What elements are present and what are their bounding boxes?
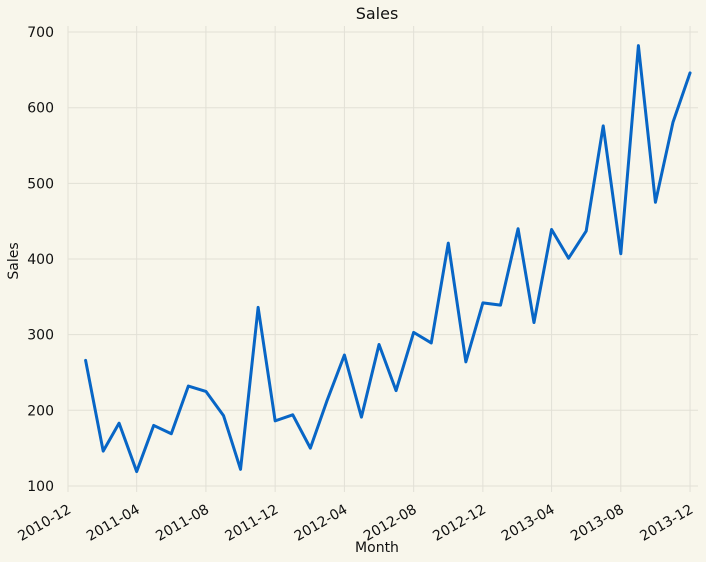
series-layer <box>84 44 692 474</box>
x-tick-label: 2012-12 <box>430 502 489 545</box>
x-axis-label: Month <box>355 540 399 556</box>
y-axis-label: Sales <box>6 242 22 279</box>
y-tick-label: 200 <box>27 403 54 419</box>
y-axis-ticks: 100 200 300 400 500 600 700 <box>27 25 54 495</box>
x-tick-label: 2013-04 <box>499 502 558 545</box>
y-tick-label: 600 <box>27 101 54 117</box>
x-tick-label: 2012-08 <box>361 502 420 545</box>
chart-title: Sales <box>356 4 399 23</box>
x-tick-label: 2011-04 <box>84 502 143 545</box>
x-tick-label: 2011-12 <box>222 502 281 545</box>
x-tick-label: 2011-08 <box>153 502 212 545</box>
y-tick-label: 700 <box>27 25 54 41</box>
y-tick-label: 400 <box>27 252 54 268</box>
grid <box>67 26 698 492</box>
x-tick-label: 2013-08 <box>568 502 627 545</box>
x-tick-label: 2010-12 <box>15 502 74 545</box>
x-axis-ticks: 2010-12 2011-04 2011-08 2011-12 2012-04 2012-… <box>15 502 696 545</box>
y-tick-label: 500 <box>27 176 54 192</box>
sales-series-line <box>84 44 692 474</box>
x-tick-label: 2012-04 <box>292 502 351 545</box>
x-tick-label: 2013-12 <box>637 502 696 545</box>
y-tick-label: 300 <box>27 328 54 344</box>
y-tick-label: 100 <box>27 479 54 495</box>
